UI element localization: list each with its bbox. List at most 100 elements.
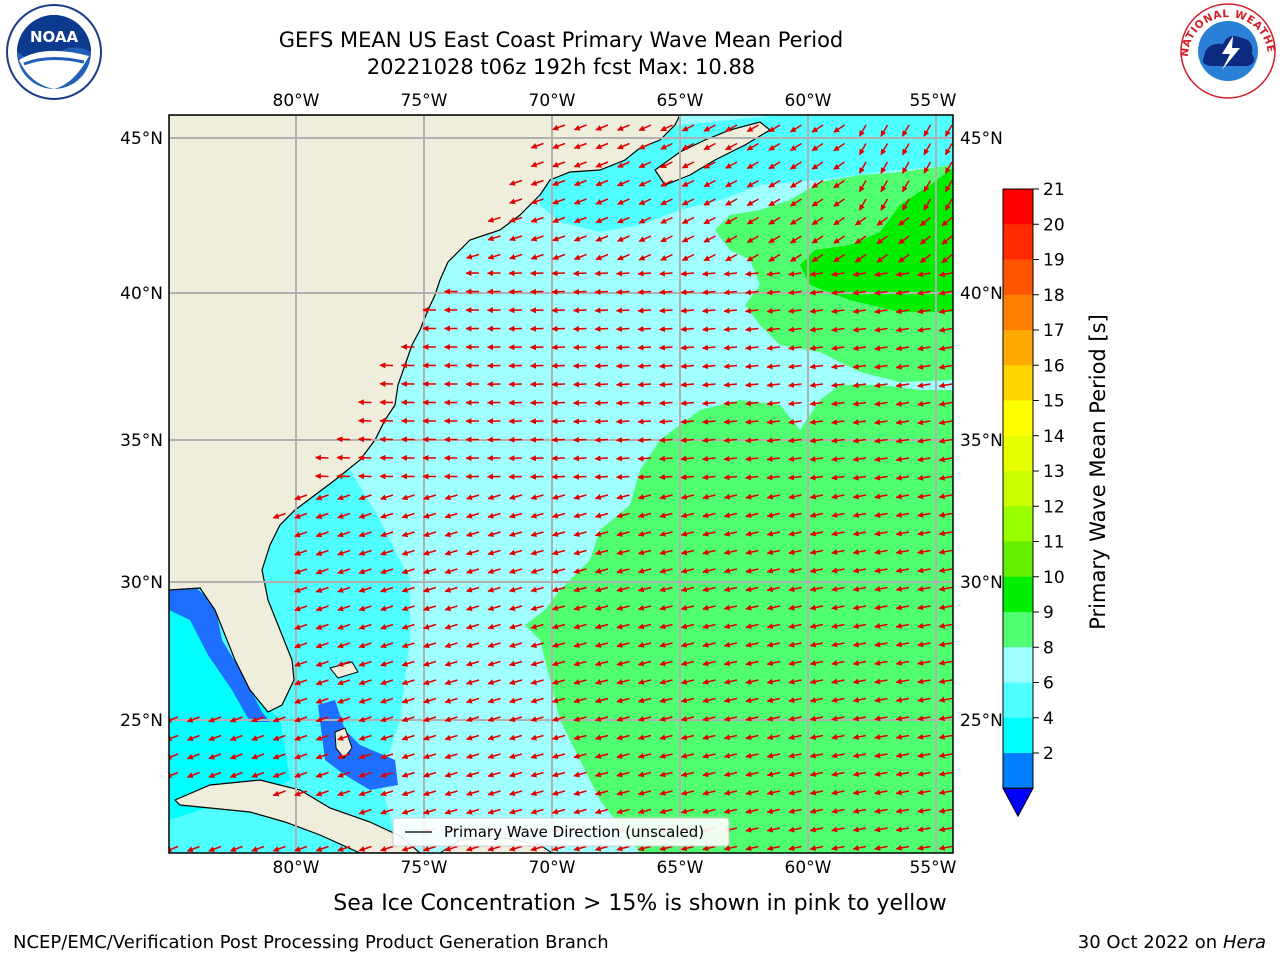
wave-arrow xyxy=(831,586,845,592)
wave-arrow xyxy=(831,419,845,426)
wave-arrow xyxy=(509,198,523,205)
wave-arrow xyxy=(530,642,544,648)
lon-label-70w: 70°W xyxy=(529,91,576,111)
wave-arrow xyxy=(380,623,394,630)
wave-arrow xyxy=(874,715,888,722)
colorbar-tick-label: 10 xyxy=(1043,568,1065,588)
wave-arrow xyxy=(551,512,566,519)
wave-arrow xyxy=(938,437,953,444)
wave-arrow xyxy=(895,511,910,518)
wave-arrow xyxy=(616,771,630,778)
wave-arrow xyxy=(766,567,781,574)
wave-arrow xyxy=(681,161,695,169)
wave-arrow xyxy=(923,180,932,193)
lon-label-80w: 80°W xyxy=(273,91,320,111)
wave-arrow xyxy=(595,216,609,224)
wave-arrow xyxy=(788,623,802,630)
wave-arrow xyxy=(831,512,845,518)
wave-arrow xyxy=(444,642,458,649)
wave-arrow xyxy=(637,363,652,370)
wave-arrow xyxy=(702,697,716,704)
wave-arrow xyxy=(294,753,308,760)
lon-label-55w: 55°W xyxy=(910,91,957,111)
wave-arrow xyxy=(745,567,759,574)
wave-arrow xyxy=(788,289,802,296)
wave-arrow xyxy=(615,307,630,314)
wave-arrow xyxy=(551,418,566,425)
colorbar-tick-label: 17 xyxy=(1043,321,1065,341)
wave-arrow xyxy=(895,419,910,426)
wave-arrow xyxy=(788,418,802,425)
wave-arrow xyxy=(811,161,824,170)
wave-arrow xyxy=(573,124,587,131)
wave-arrow xyxy=(315,716,329,723)
wave-arrow xyxy=(723,678,738,685)
wave-arrow xyxy=(788,678,802,685)
wave-arrow xyxy=(938,826,953,833)
wave-arrow xyxy=(766,826,781,833)
wave-arrow xyxy=(938,493,953,500)
wave-arrow xyxy=(594,381,609,388)
wave-arrow xyxy=(509,216,523,223)
wave-arrow xyxy=(768,161,781,170)
wave-arrow xyxy=(487,568,501,575)
wave-arrow xyxy=(858,198,867,211)
wave-arrow xyxy=(572,381,587,388)
wave-arrow xyxy=(660,179,673,187)
wave-arrow xyxy=(895,807,910,814)
wave-arrow xyxy=(831,363,845,370)
wave-arrow xyxy=(766,678,781,685)
wave-arrow xyxy=(833,198,845,207)
wave-arrow xyxy=(594,344,609,351)
wave-arrow xyxy=(852,845,867,851)
wave-arrow xyxy=(573,679,587,685)
wave-arrow xyxy=(444,605,458,612)
wave-arrow xyxy=(744,455,759,462)
wave-arrow xyxy=(444,494,458,501)
wave-arrow xyxy=(766,270,781,277)
wave-arrow xyxy=(508,494,523,500)
wave-arrow xyxy=(874,678,888,685)
wave-arrow xyxy=(874,567,888,574)
wave-arrow xyxy=(617,198,630,205)
wave-arrow xyxy=(551,494,566,500)
colorbar-tick-label: 18 xyxy=(1043,286,1065,306)
wave-arrow xyxy=(917,400,931,407)
wave-arrow xyxy=(380,845,394,852)
wave-arrow xyxy=(615,325,630,332)
wave-arrow xyxy=(444,549,458,556)
wave-arrow xyxy=(701,418,716,425)
colorbar-tick-label: 2 xyxy=(1043,744,1054,764)
wave-arrow xyxy=(423,734,437,741)
wave-arrow xyxy=(809,512,824,518)
wave-arrow xyxy=(615,436,630,443)
wave-arrow xyxy=(895,770,910,777)
wave-arrow xyxy=(616,623,630,630)
wave-arrow xyxy=(658,381,673,388)
wave-arrow xyxy=(208,845,222,852)
wave-arrow xyxy=(615,418,630,425)
wave-arrow xyxy=(658,455,673,462)
wave-arrow xyxy=(358,605,372,612)
wave-arrow xyxy=(702,678,716,685)
wave-arrow xyxy=(874,326,888,333)
wave-arrow xyxy=(294,512,308,519)
wave-arrow xyxy=(573,642,587,648)
wave-arrow xyxy=(595,124,609,131)
wave-arrow xyxy=(938,807,953,814)
wave-arrow xyxy=(917,659,931,666)
wave-arrow xyxy=(659,660,673,667)
wave-arrow xyxy=(833,253,845,263)
wave-arrow xyxy=(530,845,544,852)
wave-arrow xyxy=(746,161,759,170)
noaa-logo: NOAA xyxy=(4,4,104,100)
wave-arrow xyxy=(680,641,695,648)
wave-arrow xyxy=(923,143,932,156)
wave-arrow xyxy=(701,344,716,351)
wave-arrow xyxy=(595,253,609,261)
wave-arrow xyxy=(895,382,910,389)
wave-arrow xyxy=(380,586,394,593)
nws-logo: NATIONAL WEATHER SERVICE xyxy=(1174,0,1278,100)
wave-arrow xyxy=(852,437,867,444)
wave-arrow xyxy=(617,161,630,168)
